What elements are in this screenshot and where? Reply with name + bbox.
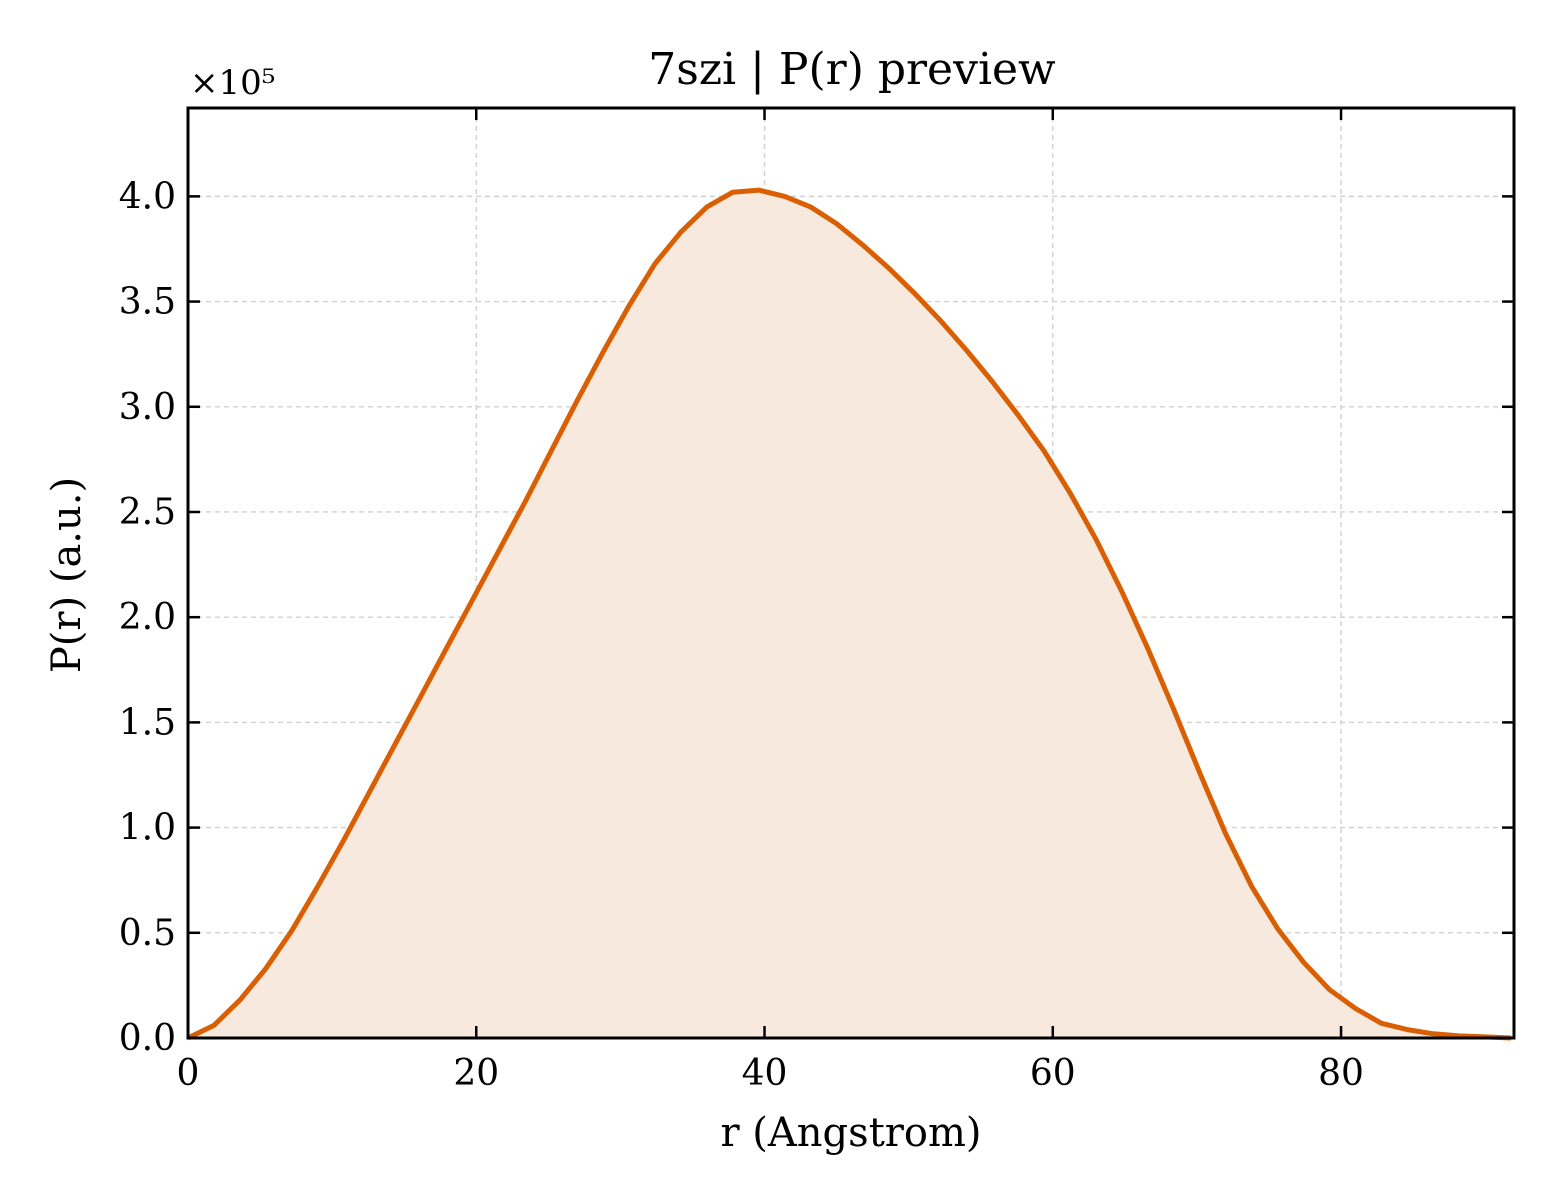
y-tick-labels: 0.0 0.5 1.0 1.5 2.0 2.5 3.0 3.5 4.0 xyxy=(119,176,176,1059)
x-tick-label: 40 xyxy=(742,1053,788,1094)
y-tick-label: 2.0 xyxy=(119,597,176,638)
y-tick-label: 0.0 xyxy=(119,1018,176,1059)
x-tick-label: 0 xyxy=(177,1053,200,1094)
y-tick-label: 1.0 xyxy=(119,808,176,849)
x-tick-label: 20 xyxy=(453,1053,499,1094)
pr-area-fill xyxy=(188,190,1512,1039)
y-axis-label: P(r) (a.u.) xyxy=(44,477,90,673)
chart-title: 7szi | P(r) preview xyxy=(648,44,1056,95)
x-tick-labels: 0 20 40 60 80 xyxy=(177,1053,1364,1094)
y-multiplier-label: ×10⁵ xyxy=(190,63,275,103)
x-tick-label: 60 xyxy=(1030,1053,1076,1094)
y-tick-label: 4.0 xyxy=(119,176,176,217)
y-tick-label: 2.5 xyxy=(119,492,176,533)
x-axis-label: r (Angstrom) xyxy=(720,1110,981,1156)
y-tick-label: 0.5 xyxy=(119,913,176,954)
y-tick-label: 3.0 xyxy=(119,387,176,428)
y-tick-label: 3.5 xyxy=(119,282,176,323)
x-tick-label: 80 xyxy=(1318,1053,1364,1094)
y-tick-label: 1.5 xyxy=(119,702,176,743)
plot-frame xyxy=(186,106,1516,1040)
pr-curve-line xyxy=(186,187,1512,1041)
tick-marks xyxy=(186,108,1514,1040)
